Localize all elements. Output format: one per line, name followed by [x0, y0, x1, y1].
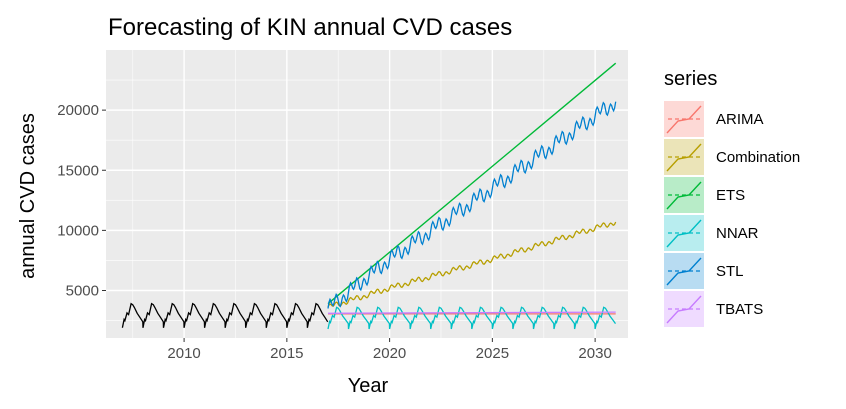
legend-title: series	[664, 68, 717, 90]
chart-title: Forecasting of KIN annual CVD cases	[108, 14, 512, 41]
legend-line-sample	[666, 143, 702, 172]
y-tick-label: 15000	[57, 162, 99, 179]
y-axis-title: annual CVD cases	[17, 113, 39, 279]
y-tick-label: 5000	[66, 283, 99, 300]
series-line-combination	[327, 221, 617, 308]
series-line-tbats	[327, 311, 616, 314]
x-tick-label: 2015	[270, 345, 303, 362]
series-line-stl	[327, 101, 617, 309]
y-tick-label: 20000	[57, 102, 99, 119]
legend-line-sample	[666, 181, 702, 210]
legend-label-combination: Combination	[716, 149, 800, 166]
legend-label-stl: STL	[716, 263, 744, 280]
y-tick-label: 10000	[57, 222, 99, 239]
legend-key-stl: STL	[664, 253, 744, 289]
legend-line-sample	[666, 105, 702, 134]
legend-key-combination: Combination	[664, 139, 800, 175]
legend-label-arima: ARIMA	[716, 111, 764, 128]
x-tick-label: 2020	[373, 345, 406, 362]
legend-line-sample	[666, 219, 702, 248]
legend-key-ets: ETS	[664, 177, 745, 213]
series-line-nnar	[327, 306, 617, 330]
legend-key-arima: ARIMA	[664, 101, 764, 137]
historical-line	[121, 302, 329, 328]
x-tick-label: 2025	[476, 345, 509, 362]
grid-lines	[106, 50, 628, 338]
axes: 2010 2015 2020 2025 2030 5000 10000 15000 20000	[57, 102, 612, 362]
series-lines	[121, 62, 617, 330]
legend-line-sample	[666, 295, 702, 324]
legend-label-ets: ETS	[716, 187, 745, 204]
legend: series ARIMA Combination ETS NNAR STL TBATS	[664, 68, 800, 327]
legend-label-nnar: NNAR	[716, 225, 759, 242]
legend-key-nnar: NNAR	[664, 215, 759, 251]
legend-key-tbats: TBATS	[664, 291, 763, 327]
legend-line-sample	[666, 257, 702, 286]
legend-label-tbats: TBATS	[716, 301, 763, 318]
x-axis-title: Year	[348, 375, 389, 397]
x-tick-label: 2010	[167, 345, 200, 362]
x-tick-label: 2030	[578, 345, 611, 362]
